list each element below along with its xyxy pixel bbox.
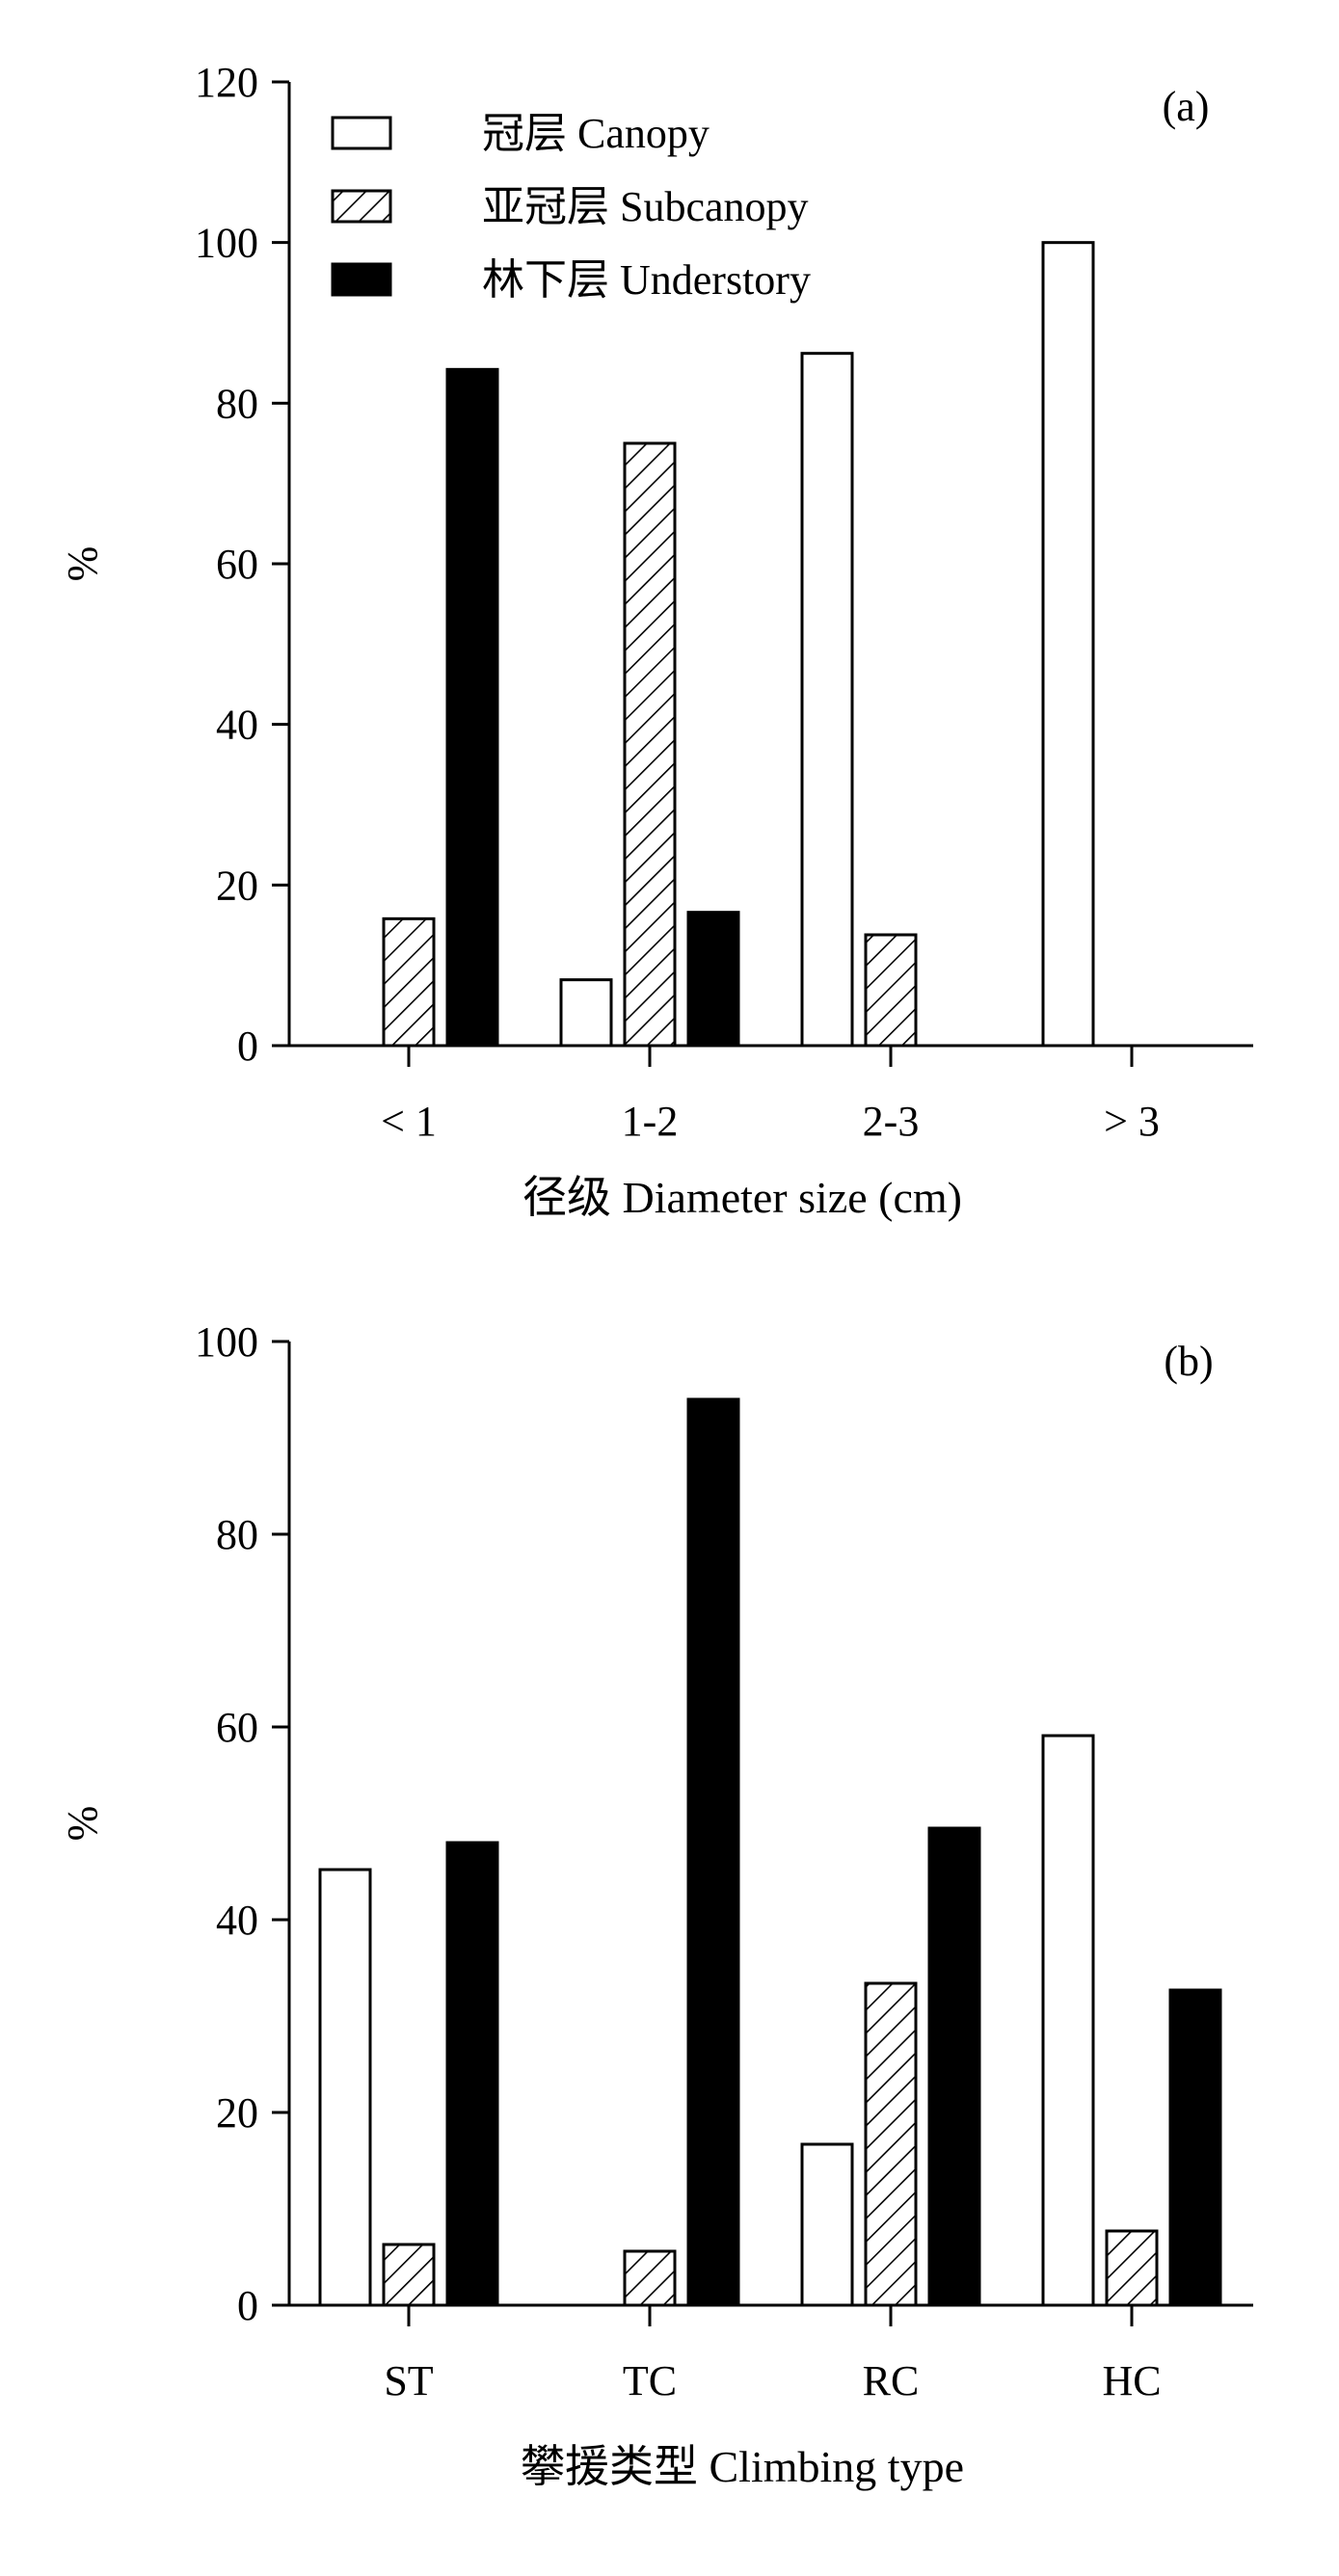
bar-subcanopy-3: [1105, 2229, 1159, 2307]
bar-subcanopy-0: [382, 916, 436, 1048]
bar-subcanopy-0: [382, 2243, 436, 2307]
bar-chart-b: 0 20 40 60 80 100 ST TC RC HC 攀援类型 Climbing type% (…: [59, 1318, 1253, 2491]
bar-understory-0: [445, 1841, 499, 2307]
bar-canopy-3: [1041, 1734, 1095, 2307]
y-tick-label: 100: [195, 1318, 258, 1366]
chart-panel-b: 0 20 40 60 80 100 ST TC RC HC 攀援类型 Climbing type% (…: [0, 1253, 1339, 2506]
y-tick-label: 20: [216, 2089, 258, 2137]
y-tick-label: 60: [216, 541, 258, 588]
bar-understory-0: [445, 367, 499, 1048]
legend-swatch-2: [331, 262, 392, 297]
y-axis-title: %: [59, 546, 106, 582]
x-tick-label: ST: [384, 2357, 433, 2404]
y-tick-label: 40: [216, 1897, 258, 1944]
legend-label-2: 林下层 Understory: [482, 256, 811, 304]
y-tick-label: 60: [216, 1704, 258, 1751]
bar-canopy-2: [800, 352, 854, 1048]
legend-swatch-1: [331, 189, 392, 224]
legend-label-1: 亚冠层 Subcanopy: [482, 183, 809, 230]
x-tick-label: 2-3: [863, 1098, 920, 1145]
x-axis-title: 攀援类型 Climbing type: [521, 2442, 964, 2491]
y-tick-label: 20: [216, 862, 258, 909]
bar-chart-a: 0 20 40 60 80 100 120 < 1 1-2 2-3 > 3 径级 Diameter s…: [59, 59, 1253, 1222]
bar-understory-1: [686, 911, 740, 1048]
x-tick-label: RC: [863, 2357, 920, 2404]
bar-canopy-2: [800, 2142, 854, 2307]
x-tick-label: HC: [1102, 2357, 1161, 2404]
y-tick-label: 120: [195, 59, 258, 106]
x-tick-label: < 1: [381, 1098, 437, 1145]
bar-canopy-1: [559, 978, 613, 1048]
x-tick-label: TC: [623, 2357, 677, 2404]
y-tick-label: 80: [216, 380, 258, 427]
y-tick-label: 80: [216, 1511, 258, 1558]
bar-subcanopy-1: [623, 2249, 677, 2307]
panel-label: (a): [1163, 83, 1210, 130]
chart-panel-a: 0 20 40 60 80 100 120 < 1 1-2 2-3 > 3 径级 Diameter s…: [0, 0, 1339, 1253]
bar-canopy-3: [1041, 241, 1095, 1048]
bar-subcanopy-2: [864, 1981, 918, 2307]
y-axis-title: %: [59, 1806, 106, 1842]
bar-understory-1: [686, 1397, 740, 2307]
x-tick-label: 1-2: [622, 1098, 679, 1145]
x-axis-title: 径级 Diameter size (cm): [522, 1173, 962, 1222]
y-tick-label: 40: [216, 702, 258, 749]
bar-understory-3: [1168, 1988, 1222, 2307]
bar-understory-2: [927, 1826, 981, 2307]
bar-canopy-0: [318, 1868, 372, 2307]
legend-label-0: 冠层 Canopy: [482, 110, 710, 157]
y-tick-label: 100: [195, 220, 258, 267]
bar-subcanopy-2: [864, 933, 918, 1048]
x-tick-label: > 3: [1104, 1098, 1160, 1145]
legend-swatch-0: [331, 116, 392, 150]
y-tick-label: 0: [237, 1022, 258, 1070]
y-tick-label: 0: [237, 2282, 258, 2329]
bar-subcanopy-1: [623, 441, 677, 1048]
panel-label: (b): [1164, 1338, 1213, 1385]
